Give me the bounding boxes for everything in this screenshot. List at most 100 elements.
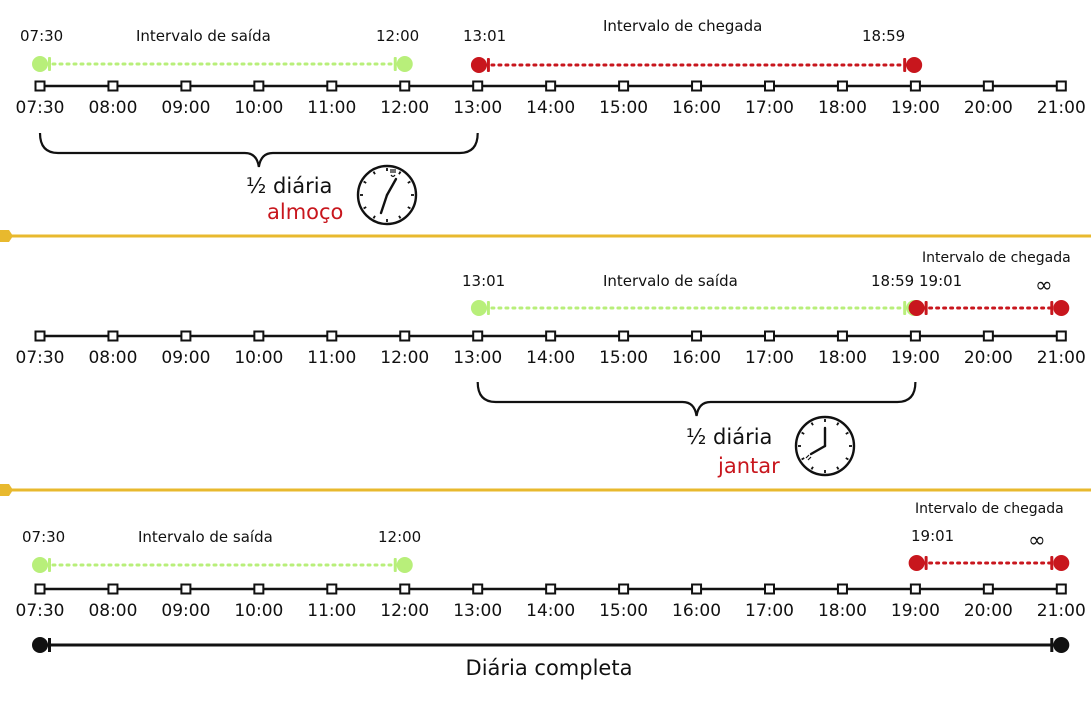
axis-tick xyxy=(909,330,921,342)
tick-label: 08:00 xyxy=(88,98,137,118)
interval-marker-bar xyxy=(924,301,928,315)
axis-tick xyxy=(618,80,630,92)
axis-tick xyxy=(472,80,484,92)
intervals xyxy=(470,300,1070,316)
time-axis: 07:30 08:00 09:00 10:00 11:00 12:00 13:00 14:00… xyxy=(16,583,1086,621)
tick-label: 19:00 xyxy=(891,601,940,621)
departure-end-label: 18:59 xyxy=(871,272,914,290)
tick-label: 17:00 xyxy=(745,348,794,368)
axis-tick xyxy=(253,330,265,342)
tick-label: 20:00 xyxy=(964,348,1013,368)
arrival-interval-label: Intervalo de chegada xyxy=(603,17,762,35)
axis-tick xyxy=(399,583,411,595)
arrival-interval-label: Intervalo de chegada xyxy=(915,501,1064,517)
interval-marker-bar xyxy=(1050,556,1054,570)
tick-label: 21:00 xyxy=(1037,601,1086,621)
interval-end-marker xyxy=(396,56,413,72)
axis-tick xyxy=(618,583,630,595)
tick-label: 08:00 xyxy=(88,601,137,621)
tick-label: 21:00 xyxy=(1037,98,1086,118)
clock-fork-knife-icon xyxy=(794,415,856,477)
full-day-bar xyxy=(32,637,1070,653)
tick-label: 16:00 xyxy=(672,348,721,368)
axis-tick xyxy=(34,80,46,92)
tick-label: 13:00 xyxy=(453,348,502,368)
axis-tick xyxy=(399,330,411,342)
axis-tick xyxy=(836,330,848,342)
arrival-start-label: 19:01 xyxy=(919,272,962,290)
interval-start-marker xyxy=(908,555,925,571)
separator xyxy=(0,230,1091,242)
axis-tick xyxy=(764,330,775,342)
departure-start-label: 07:30 xyxy=(20,27,63,45)
axis-tick xyxy=(691,583,703,595)
meal-label-lunch: almoço xyxy=(267,200,343,224)
axis-tick xyxy=(545,330,557,342)
separator xyxy=(0,484,1091,496)
axis-tick xyxy=(253,80,265,92)
axis-tick xyxy=(545,583,557,595)
interval-start-marker xyxy=(470,300,487,316)
curly-bracket xyxy=(476,381,917,417)
meal-label-dinner: jantar xyxy=(717,454,780,478)
axis-tick xyxy=(107,330,119,342)
axis-tick xyxy=(764,80,775,92)
axis-tick xyxy=(1055,330,1067,342)
axis-tick xyxy=(399,80,411,92)
axis-tick xyxy=(253,583,265,595)
arrival-interval-label: Intervalo de chegada xyxy=(922,250,1071,266)
full-day-label: Diária completa xyxy=(466,656,633,680)
tick-label: 19:00 xyxy=(891,348,940,368)
tick-label: 17:00 xyxy=(745,98,794,118)
tick-label: 18:00 xyxy=(818,348,867,368)
interval-marker-bar xyxy=(486,301,490,315)
tick-label: 11:00 xyxy=(307,98,356,118)
interval-marker-bar xyxy=(924,556,928,570)
axis-tick xyxy=(545,80,557,92)
axis-tick xyxy=(836,80,848,92)
axis-tick xyxy=(180,80,192,92)
axis-tick xyxy=(326,80,338,92)
interval-marker-bar xyxy=(486,58,490,72)
axis-tick xyxy=(982,80,994,92)
interval-start-marker xyxy=(32,56,48,72)
interval-marker-bar xyxy=(393,57,397,71)
curly-bracket xyxy=(38,132,479,168)
interval-end-marker xyxy=(1053,555,1070,571)
axis-tick xyxy=(982,583,994,595)
departure-start-label: 13:01 xyxy=(462,272,505,290)
tick-label: 19:00 xyxy=(891,98,940,118)
departure-end-label: 12:00 xyxy=(376,27,419,45)
tick-label: 12:00 xyxy=(380,348,429,368)
interval-end-marker xyxy=(906,57,923,73)
tick-label: 13:00 xyxy=(453,98,502,118)
tick-label: 10:00 xyxy=(234,601,283,621)
departure-end-label: 12:00 xyxy=(378,528,421,546)
tick-label: 18:00 xyxy=(818,98,867,118)
axis-tick xyxy=(691,80,703,92)
interval-marker-bar xyxy=(903,301,907,315)
tick-label: 16:00 xyxy=(672,98,721,118)
axis-tick xyxy=(764,583,775,595)
tick-label: 21:00 xyxy=(1037,348,1086,368)
tick-label: 12:00 xyxy=(380,601,429,621)
tick-label: 07:30 xyxy=(16,601,65,621)
interval-marker-bar xyxy=(393,558,397,572)
axis-tick xyxy=(180,583,192,595)
departure-start-label: 07:30 xyxy=(22,528,65,546)
axis-tick xyxy=(472,583,484,595)
departure-interval-label: Intervalo de saída xyxy=(603,272,738,290)
axis-tick xyxy=(909,80,921,92)
axis-tick xyxy=(691,330,703,342)
departure-interval-label: Intervalo de saída xyxy=(136,27,271,45)
axis-tick xyxy=(1055,583,1067,595)
axis-tick xyxy=(909,583,921,595)
tick-label: 15:00 xyxy=(599,348,648,368)
axis-tick xyxy=(107,80,119,92)
interval-start-marker xyxy=(470,57,487,73)
axis-tick xyxy=(982,330,994,342)
panel-dinner: Intervalo de chegada 13:01 Intervalo de … xyxy=(16,250,1086,478)
tick-label: 15:00 xyxy=(599,98,648,118)
